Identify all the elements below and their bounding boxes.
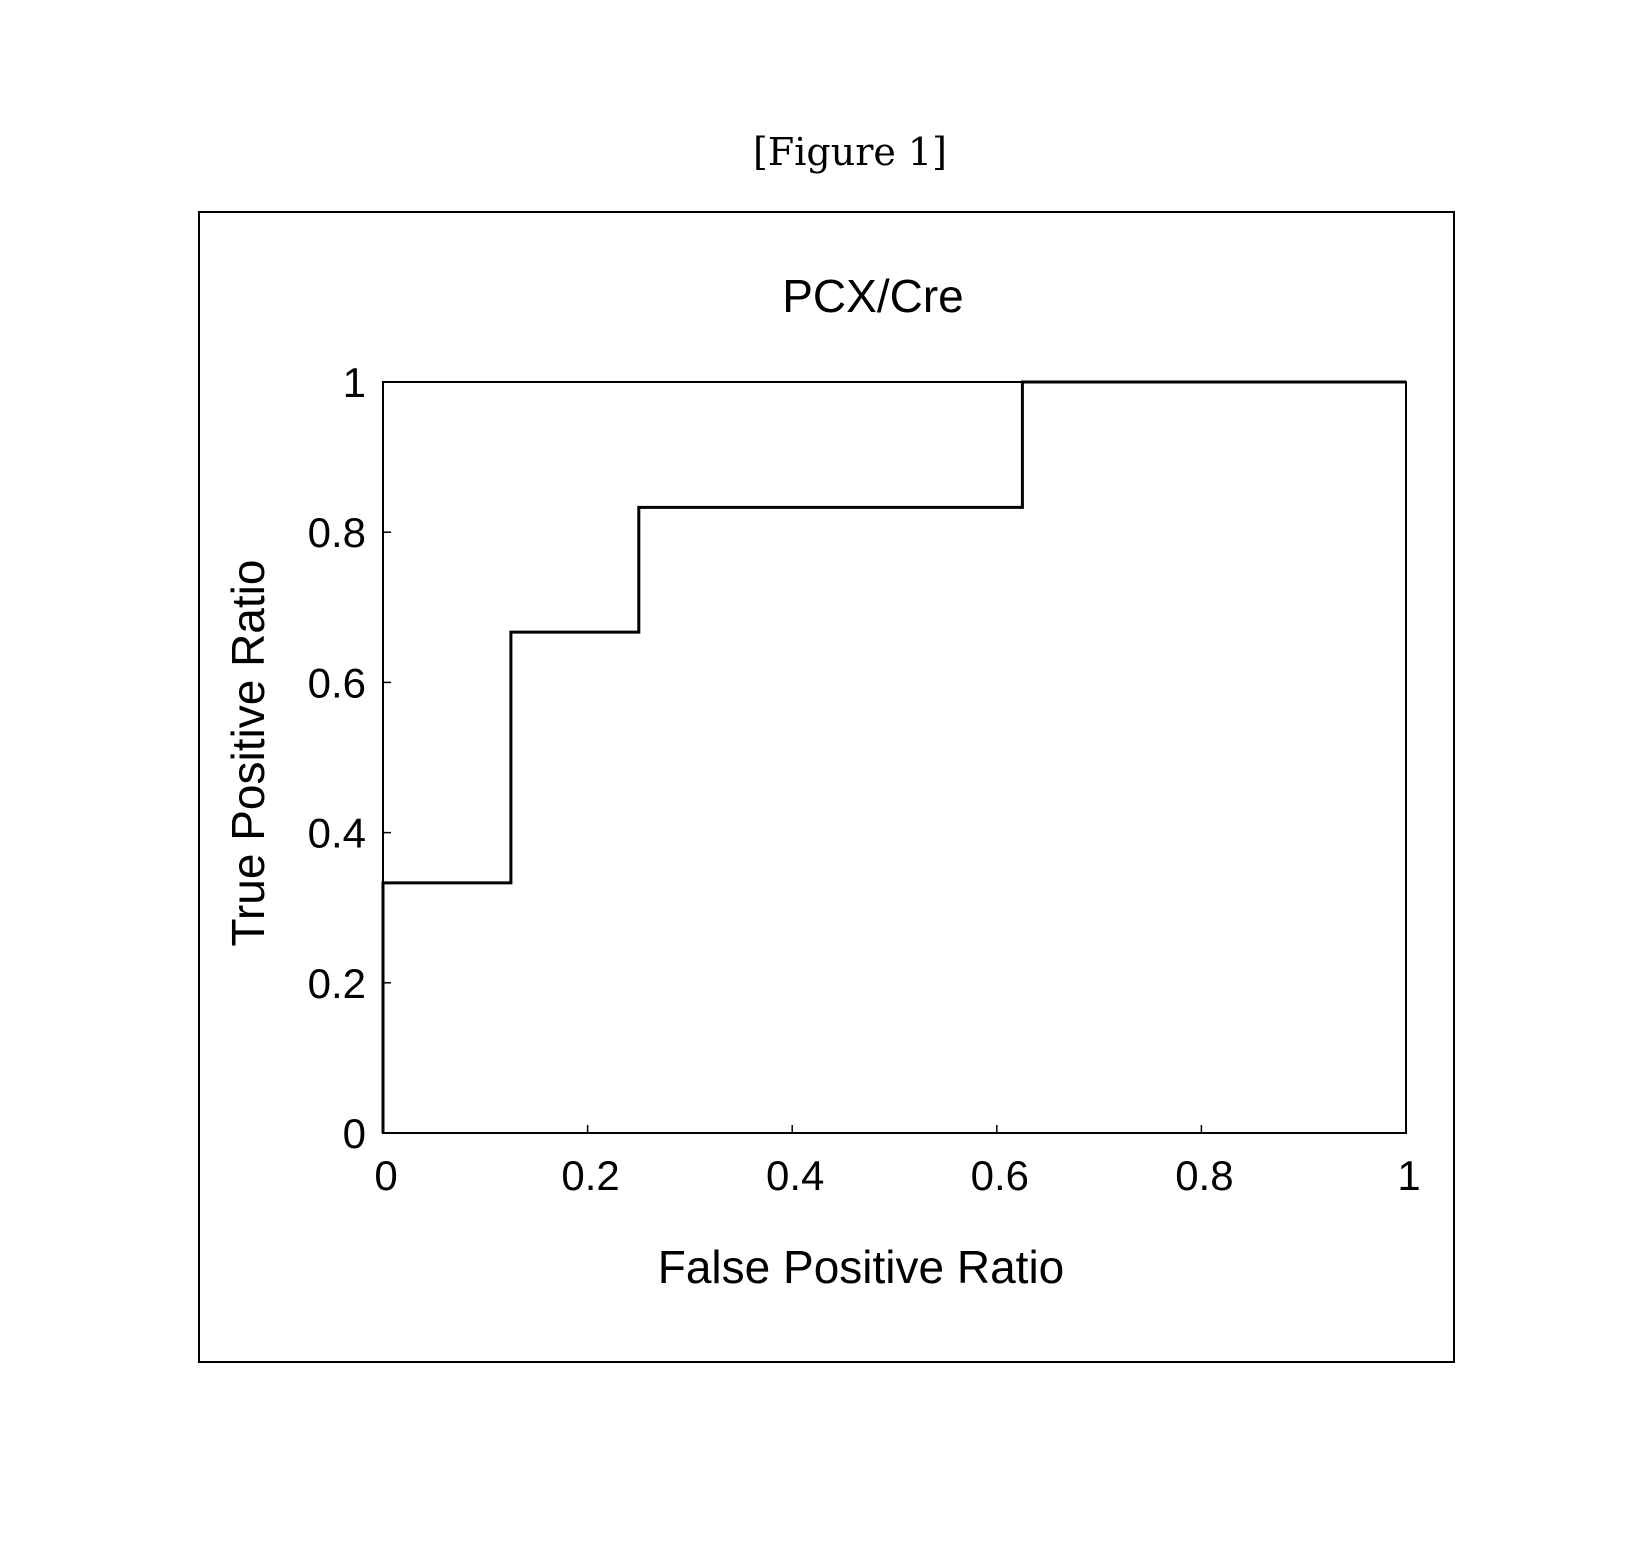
plot-area: [383, 382, 1406, 1133]
y-tick-label: 0.8: [308, 509, 366, 556]
y-axis: 0 0.2 0.4 0.6 0.8 1: [308, 359, 391, 1157]
y-tick-label: 0.6: [308, 659, 366, 706]
series-layer: [383, 382, 1406, 1133]
roc-curve-line: [383, 382, 1406, 1133]
x-axis-label: False Positive Ratio: [658, 1241, 1065, 1293]
x-tick-label: 0.8: [1175, 1152, 1233, 1199]
x-tick-label: 0: [374, 1152, 397, 1199]
x-tick-label: 0.6: [971, 1152, 1029, 1199]
y-tick-label: 0.4: [308, 810, 366, 857]
y-axis-label: True Positive Ratio: [222, 560, 274, 947]
y-tick-label: 1: [343, 359, 366, 406]
x-tick-label: 1: [1397, 1152, 1420, 1199]
x-tick-label: 0.4: [766, 1152, 824, 1199]
y-tick-label: 0: [343, 1110, 366, 1157]
chart-title: PCX/Cre: [782, 270, 963, 322]
y-tick-label: 0.2: [308, 960, 366, 1007]
x-tick-label: 0.2: [561, 1152, 619, 1199]
x-axis: 0 0.2 0.4 0.6 0.8 1: [374, 1125, 1420, 1199]
